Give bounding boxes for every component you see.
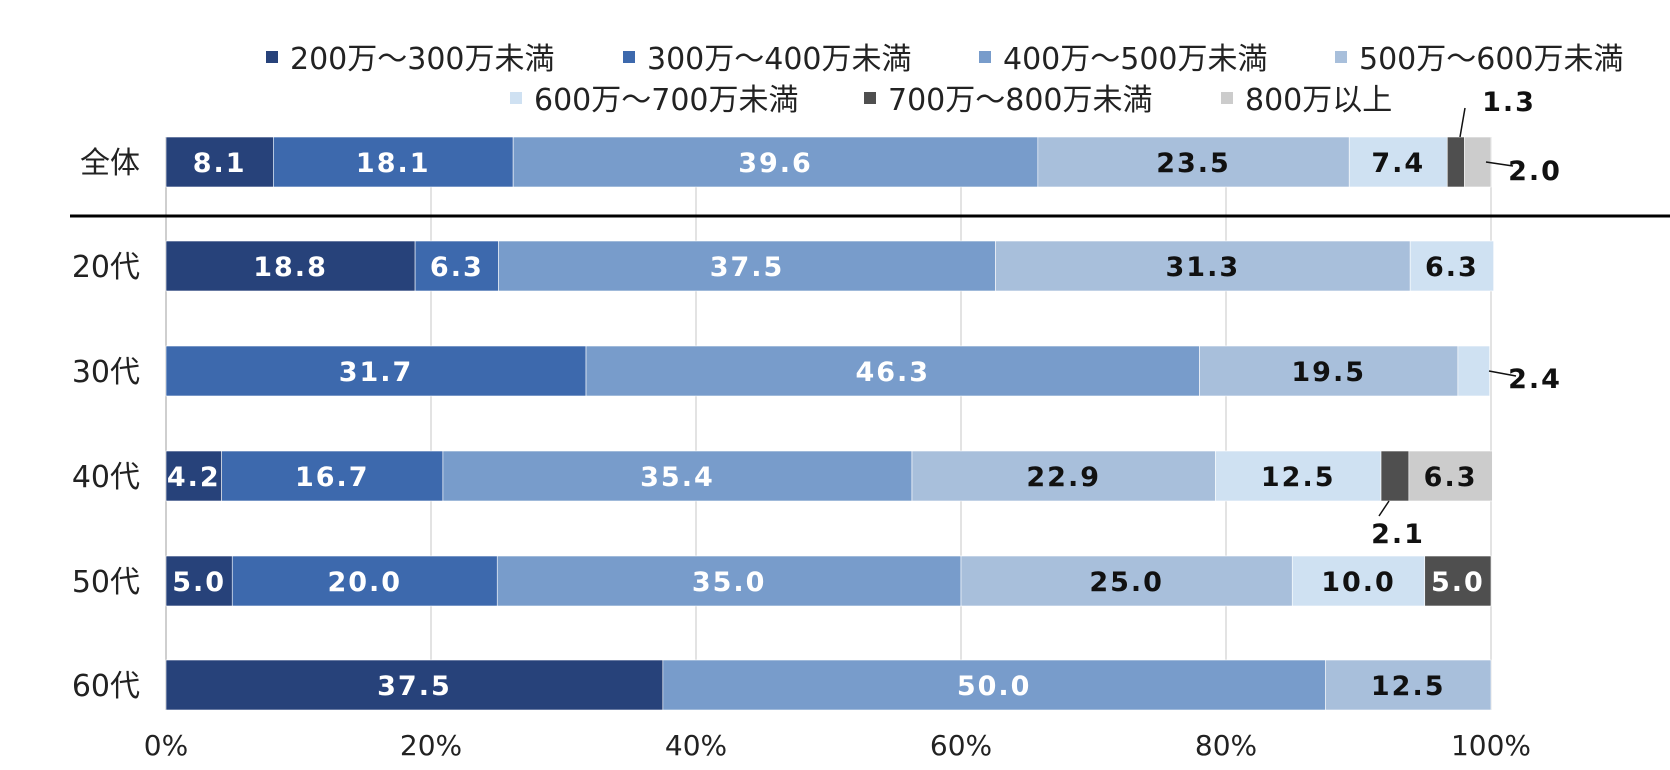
- bar-segment: [585, 345, 1200, 397]
- legend-swatch: [979, 51, 991, 63]
- bar-segment: [1291, 555, 1426, 607]
- value-label: 22.9: [1026, 462, 1101, 493]
- legend-label: 200万〜300万未満: [290, 42, 555, 77]
- callout-line: [1488, 370, 1517, 377]
- bar-segment: [273, 136, 514, 188]
- x-tick-labels: 0% 20% 40% 60% 80% 100%: [144, 729, 1531, 762]
- bar-segment: [1457, 345, 1490, 397]
- value-label: 4.2: [167, 462, 221, 493]
- value-label: 31.7: [339, 357, 414, 388]
- bar-segment: [960, 555, 1293, 607]
- value-label: 37.5: [710, 252, 785, 283]
- bar-segment: [1380, 450, 1410, 502]
- value-label: 6.3: [1424, 462, 1478, 493]
- category-label: 40代: [72, 460, 140, 495]
- legend-label: 300万〜400万未満: [647, 42, 912, 77]
- bar-segment: [498, 240, 996, 292]
- value-labels: 8.1 18.1 39.6 23.5 7.4 1.3 2.0 18.8 6.3 37.5 31.3 6…: [167, 87, 1562, 702]
- bar-segment: [1446, 136, 1465, 188]
- callout-line: [1378, 500, 1390, 517]
- bar-segment: [1037, 136, 1350, 188]
- legend-label: 600万〜700万未満: [534, 83, 799, 118]
- value-label: 2.0: [1508, 156, 1562, 187]
- bar-segment: [231, 555, 498, 607]
- value-label: 20.0: [327, 567, 402, 598]
- callout-line: [1485, 161, 1514, 167]
- bar-segment: [911, 450, 1216, 502]
- bar-segment: [165, 240, 416, 292]
- bar-segment: [512, 136, 1039, 188]
- bar-segment: [1199, 345, 1459, 397]
- category-label: 30代: [72, 355, 140, 390]
- legend-label: 800万以上: [1245, 83, 1392, 118]
- value-label: 19.5: [1291, 357, 1366, 388]
- bar-segment: [414, 240, 499, 292]
- bar-segment: [1348, 136, 1448, 188]
- x-tick-label: 0%: [144, 729, 188, 762]
- bar-segment: [165, 345, 587, 397]
- legend-label: 500万〜600万未満: [1359, 42, 1624, 77]
- category-label: 全体: [80, 146, 140, 181]
- legend-swatch: [1221, 92, 1233, 104]
- value-label: 35.0: [692, 567, 767, 598]
- bar-segment: [1409, 240, 1494, 292]
- gridlines: [430, 137, 1492, 710]
- legend-swatch: [864, 92, 876, 104]
- bar-segment: [165, 555, 233, 607]
- x-tick-label: 80%: [1195, 729, 1257, 762]
- bar-segment: [221, 450, 444, 502]
- bar-segment: [1424, 555, 1492, 607]
- value-label: 31.3: [1166, 252, 1241, 283]
- value-label: 25.0: [1089, 567, 1164, 598]
- value-label: 2.4: [1508, 364, 1562, 395]
- bar-segment: [995, 240, 1411, 292]
- value-label: 6.3: [1425, 252, 1479, 283]
- legend-swatch: [510, 92, 522, 104]
- value-label: 16.7: [295, 462, 370, 493]
- value-label: 37.5: [377, 671, 452, 702]
- bars: [165, 136, 1494, 711]
- bar-segment: [1215, 450, 1382, 502]
- bar-segment: [1325, 659, 1492, 711]
- legend-swatch: [623, 51, 635, 63]
- category-label: 20代: [72, 250, 140, 285]
- value-label: 6.3: [430, 252, 484, 283]
- bar-segment: [165, 450, 222, 502]
- value-label: 2.1: [1371, 519, 1425, 550]
- value-label: 7.4: [1371, 148, 1425, 179]
- value-label: 8.1: [193, 148, 247, 179]
- category-label: 60代: [72, 669, 140, 704]
- legend-swatch: [266, 51, 278, 63]
- callout-line: [1459, 107, 1466, 138]
- legend: 200万〜300万未満 300万〜400万未満 400万〜500万未満 500万〜60…: [266, 42, 1624, 118]
- legend-label: 700万〜800万未満: [888, 83, 1153, 118]
- value-label: 18.8: [253, 252, 328, 283]
- value-label: 39.6: [738, 148, 813, 179]
- value-label: 23.5: [1156, 148, 1231, 179]
- x-tick-label: 100%: [1451, 729, 1531, 762]
- value-label: 46.3: [855, 357, 930, 388]
- value-label: 10.0: [1321, 567, 1396, 598]
- value-label: 5.0: [172, 567, 226, 598]
- x-tick-label: 40%: [665, 729, 727, 762]
- bar-segment: [662, 659, 1326, 711]
- bar-segment: [1408, 450, 1493, 502]
- bar-segment: [442, 450, 913, 502]
- value-label: 5.0: [1431, 567, 1485, 598]
- value-label: 12.5: [1261, 462, 1336, 493]
- value-label: 35.4: [640, 462, 715, 493]
- legend-swatch: [1335, 51, 1347, 63]
- bar-segment: [496, 555, 962, 607]
- value-label: 50.0: [957, 671, 1032, 702]
- x-tick-label: 60%: [930, 729, 992, 762]
- value-label: 1.3: [1482, 87, 1536, 118]
- value-label: 18.1: [356, 148, 431, 179]
- category-label: 50代: [72, 565, 140, 600]
- legend-label: 400万〜500万未満: [1003, 42, 1268, 77]
- category-labels: 全体 20代 30代 40代 50代 60代: [72, 146, 140, 704]
- value-label: 12.5: [1371, 671, 1446, 702]
- x-tick-label: 20%: [400, 729, 462, 762]
- bar-segment: [165, 136, 274, 188]
